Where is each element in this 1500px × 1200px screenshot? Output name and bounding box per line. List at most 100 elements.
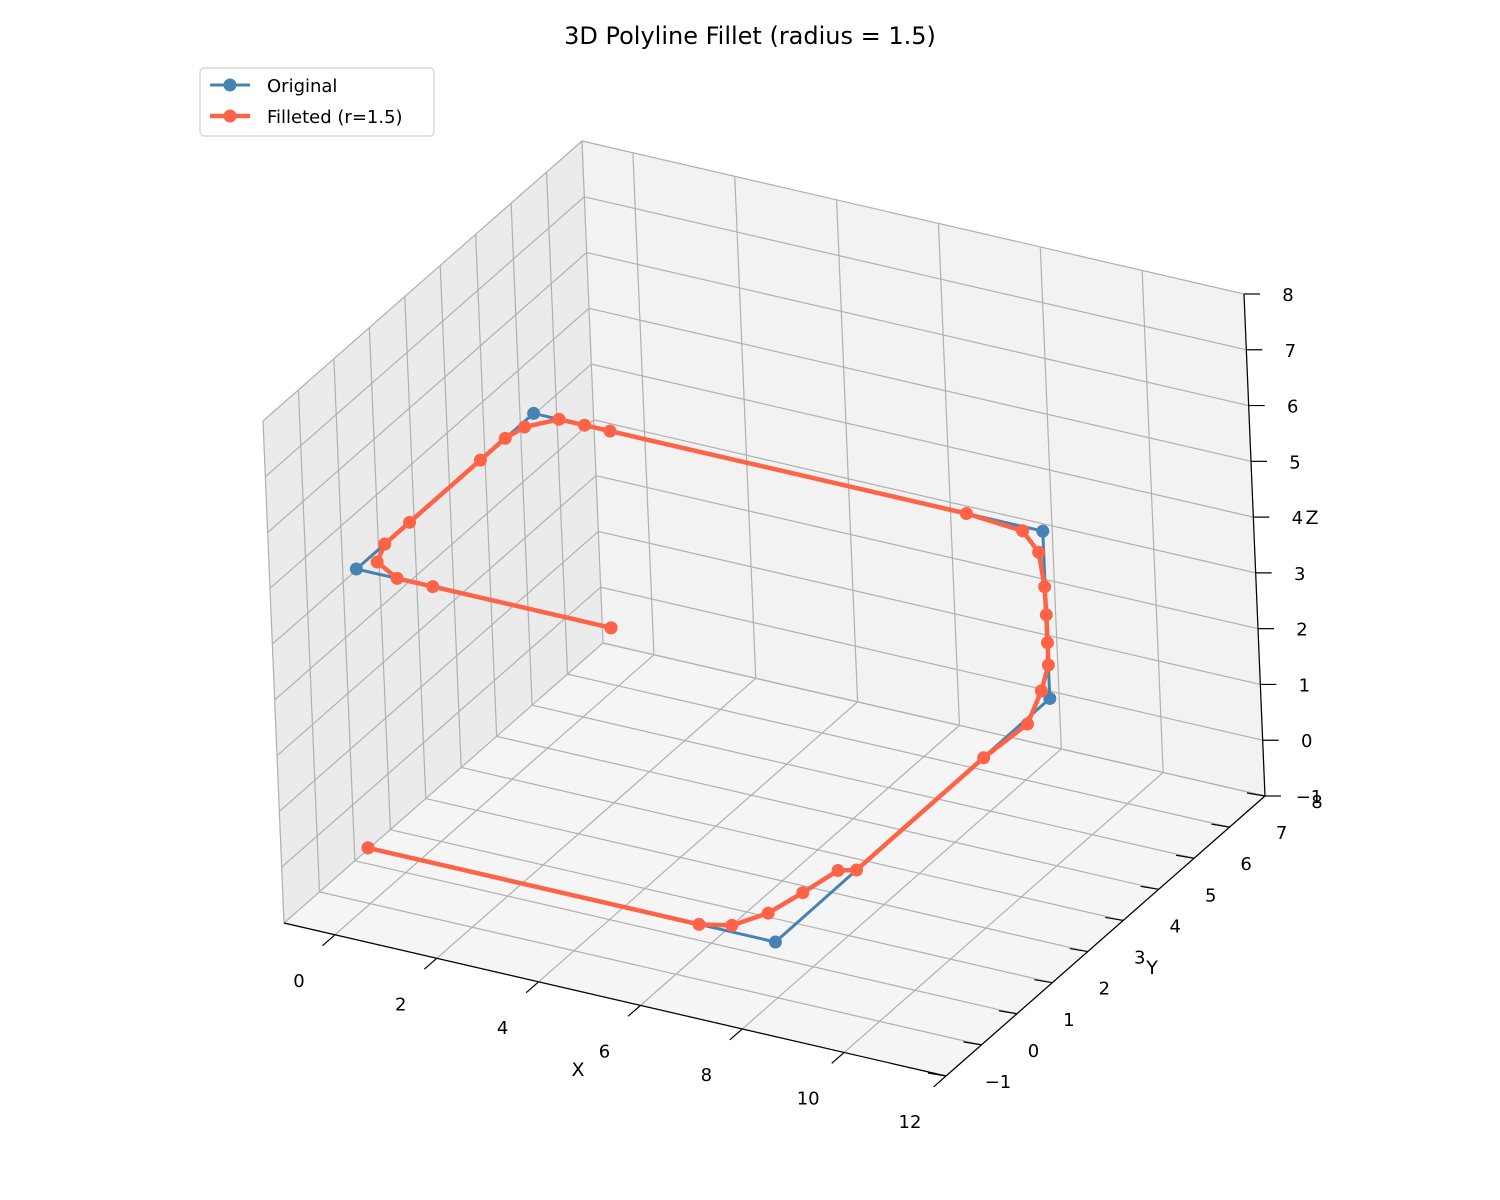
filleted-point — [796, 886, 810, 900]
y-tick-label: 1 — [1063, 1010, 1074, 1031]
filleted-point — [1038, 580, 1052, 594]
filleted-point — [361, 841, 375, 855]
z-tick-label: 3 — [1294, 564, 1305, 585]
y-grid-line — [354, 860, 1018, 1015]
x-grid-line — [436, 677, 757, 959]
x-tick-label: 2 — [395, 994, 406, 1015]
filleted-point — [403, 515, 417, 529]
y-grid-line — [510, 203, 533, 706]
y-grid-line — [297, 389, 321, 892]
y-tick-mark — [1211, 823, 1230, 828]
z-grid-line — [584, 196, 1247, 351]
z-tick-label: 2 — [1296, 620, 1307, 641]
x-tick-mark — [933, 1075, 947, 1088]
filleted-point — [761, 906, 775, 920]
z-grid-line — [591, 363, 1254, 518]
z-grid-line — [602, 642, 1266, 797]
z-tick-label: −1 — [1296, 787, 1323, 808]
filleted-point — [518, 420, 532, 434]
x-grid-line — [836, 199, 859, 702]
filleted-point — [578, 418, 592, 432]
filleted-point — [977, 751, 991, 765]
filleted-point — [370, 555, 384, 569]
y-grid-line — [319, 891, 982, 1046]
x-axis-label: X — [571, 1059, 584, 1081]
filleted-point — [1034, 684, 1048, 698]
axis-panes — [263, 141, 1265, 1076]
y-tick-label: 5 — [1205, 885, 1216, 906]
original-point — [1036, 524, 1050, 538]
original-point — [527, 406, 541, 420]
original-point — [1043, 691, 1057, 705]
y-tick-label: 0 — [1028, 1041, 1039, 1062]
y-grid-line — [461, 766, 1124, 922]
filleted-point — [1039, 608, 1053, 622]
x-grid-line — [1141, 270, 1164, 773]
x-grid-line — [937, 223, 961, 726]
z-grid-line — [593, 419, 1256, 574]
y-grid-line — [368, 327, 391, 830]
y-tick-mark — [963, 1041, 982, 1046]
filleted-point — [603, 424, 617, 438]
z-tick-label: 7 — [1285, 341, 1296, 362]
x-grid-line — [538, 701, 859, 983]
y-grid-line — [425, 797, 1088, 953]
filleted-point — [473, 453, 487, 467]
legend-marker — [223, 109, 237, 123]
y-tick-mark — [1246, 792, 1266, 797]
y-grid-line — [475, 234, 498, 737]
y-tick-label: 4 — [1169, 916, 1180, 937]
z-grid-line — [267, 252, 588, 534]
y-tick-label: −1 — [985, 1072, 1012, 1093]
x-axis-line — [283, 922, 947, 1077]
z-grid-line — [588, 307, 1252, 462]
z-grid-line — [281, 586, 602, 868]
x-tick-mark — [423, 957, 438, 970]
filleted-point — [426, 580, 440, 594]
x-grid-line — [1039, 246, 1062, 749]
z-grid-line — [598, 530, 1261, 686]
y-grid-line — [581, 140, 604, 644]
z-tick-label: 4 — [1292, 508, 1303, 529]
z-grid-line — [600, 586, 1263, 741]
z-axis-line — [1243, 293, 1266, 797]
filleted-point — [1020, 717, 1034, 731]
y-grid-line — [567, 673, 1230, 828]
grid-lines — [262, 140, 1266, 1077]
z-grid-line — [581, 140, 1245, 295]
back-wall-pane — [582, 141, 1265, 796]
x-tick-label: 8 — [701, 1065, 712, 1086]
floor-pane — [284, 643, 1265, 1076]
z-tick-label: 5 — [1289, 452, 1300, 473]
y-tick-mark — [1069, 947, 1088, 953]
y-tick-label: 6 — [1240, 854, 1251, 875]
z-grid-line — [262, 140, 583, 422]
z-grid-line — [278, 530, 599, 812]
z-grid-line — [283, 642, 604, 924]
y-grid-line — [404, 296, 427, 799]
y-axis-line — [945, 795, 1266, 1077]
y-tick-mark — [927, 1072, 947, 1077]
x-grid-line — [741, 748, 1062, 1030]
filleted-point — [692, 917, 706, 931]
filleted-point — [831, 864, 845, 878]
z-grid-line — [276, 475, 597, 757]
filleted-point — [1041, 658, 1055, 672]
y-tick-mark — [1176, 854, 1195, 859]
legend-label: Filleted (r=1.5) — [267, 107, 403, 128]
y-tick-mark — [1140, 885, 1159, 890]
z-tick-label: 8 — [1282, 285, 1293, 306]
z-tick-label: 1 — [1299, 675, 1310, 696]
y-axis-label: Y — [1145, 957, 1158, 979]
z-grid-line — [264, 196, 585, 478]
x-tick-label: 10 — [797, 1088, 820, 1109]
original-point — [349, 562, 363, 576]
filleted-point — [498, 431, 512, 445]
y-tick-label: 2 — [1099, 979, 1110, 1000]
filleted-point — [604, 621, 618, 635]
z-grid-line — [269, 307, 590, 589]
y-tick-mark — [1034, 979, 1053, 984]
x-tick-label: 12 — [899, 1112, 922, 1133]
y-grid-line — [262, 420, 285, 924]
